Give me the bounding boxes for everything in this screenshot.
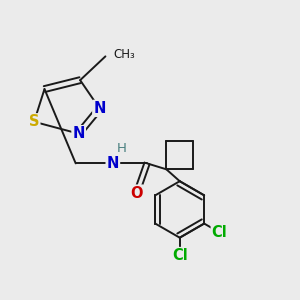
- Text: N: N: [73, 126, 85, 141]
- Text: N: N: [93, 101, 106, 116]
- Text: Cl: Cl: [212, 225, 227, 240]
- Text: CH₃: CH₃: [114, 48, 136, 62]
- Text: H: H: [117, 142, 127, 155]
- Text: N: N: [107, 156, 119, 171]
- Text: S: S: [29, 114, 39, 129]
- Text: O: O: [130, 186, 143, 201]
- Text: Cl: Cl: [172, 248, 188, 263]
